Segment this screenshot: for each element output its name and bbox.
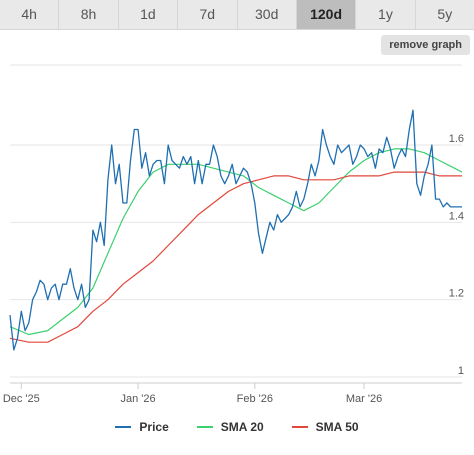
tab-30d[interactable]: 30d — [238, 0, 297, 29]
x-tick-label: Dec '25 — [3, 393, 40, 405]
series-line-price — [9, 109, 462, 351]
legend-item-sma-20[interactable]: SMA 20 — [196, 420, 264, 434]
series-line-sma-20 — [9, 148, 463, 336]
tab-7d[interactable]: 7d — [178, 0, 238, 29]
chart-series — [9, 109, 463, 351]
legend-item-price[interactable]: Price — [115, 420, 169, 434]
chart-ticks: 1 1.2 1.4 1.6 Dec '25 Jan '26 Feb '26 Mar '26 — [3, 133, 464, 405]
tab-1d[interactable]: 1d — [119, 0, 179, 29]
series-line-sma-50 — [9, 171, 462, 343]
tab-1y[interactable]: 1y — [356, 0, 416, 29]
legend-label: Price — [139, 420, 169, 434]
chart-grid — [10, 64, 462, 384]
x-tick-label: Jan '26 — [120, 393, 155, 405]
tab-120d[interactable]: 120d — [296, 0, 357, 29]
y-tick-label: 1 — [458, 365, 464, 377]
tab-4h[interactable]: 4h — [0, 0, 60, 29]
tab-8h[interactable]: 8h — [59, 0, 119, 29]
tab-5y[interactable]: 5y — [437, 6, 453, 22]
legend-swatch — [115, 426, 132, 428]
y-tick-label: 1.4 — [449, 210, 464, 222]
legend-label: SMA 20 — [220, 420, 264, 434]
y-tick-label: 1.2 — [449, 288, 464, 300]
x-tick-label: Mar '26 — [346, 393, 382, 405]
remove-graph-button[interactable]: remove graph — [381, 35, 470, 55]
timeframe-tabs: 4h 8h 1d 7d 30d 120d 1y 5y — [0, 0, 474, 30]
legend-swatch — [196, 426, 213, 428]
legend-label: SMA 50 — [315, 420, 359, 434]
x-tick-label: Feb '26 — [237, 393, 273, 405]
chart-legend: Price SMA 20 SMA 50 — [0, 420, 474, 434]
y-tick-label: 1.6 — [449, 133, 464, 145]
legend-swatch — [291, 426, 308, 428]
legend-item-sma-50[interactable]: SMA 50 — [291, 420, 359, 434]
